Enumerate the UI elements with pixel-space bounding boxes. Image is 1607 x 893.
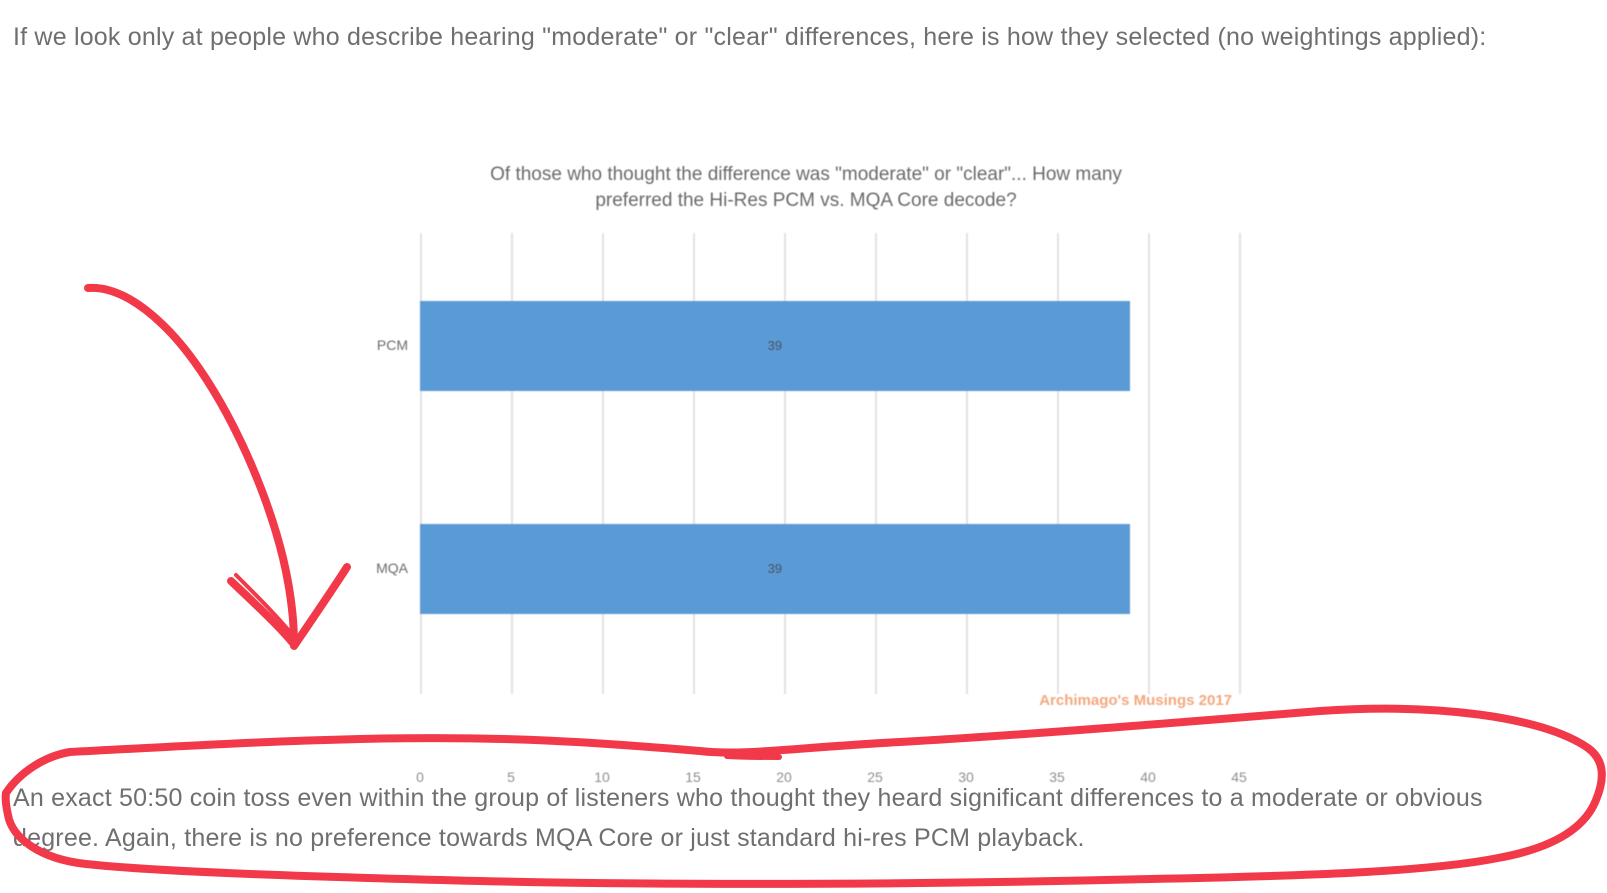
- hand-drawn-arrow-shaft: [84, 283, 298, 648]
- survey-bar-chart: Of those who thought the difference was …: [376, 158, 1270, 785]
- gridline-x-5: [511, 233, 513, 694]
- hand-drawn-dash: [724, 753, 782, 760]
- gridline-x-0: [420, 233, 422, 694]
- gridline-x-25: [875, 233, 877, 694]
- gridline-x-10: [602, 233, 604, 694]
- gridline-x-20: [784, 233, 786, 694]
- conclusion-paragraph: An exact 50:50 coin toss even within the…: [13, 784, 1483, 852]
- category-label-mqa: MQA: [376, 560, 408, 576]
- chart-title: Of those who thought the difference was …: [490, 164, 1122, 211]
- chart-watermark: Archimago's Musings 2017: [1039, 692, 1232, 709]
- bar-mqa: 39: [420, 524, 1130, 614]
- category-label-pcm: PCM: [376, 337, 408, 353]
- hand-drawn-arrowhead-left-wing-overdraw: [234, 573, 297, 640]
- intro-paragraph: If we look only at people who describe h…: [13, 23, 1487, 51]
- bar-value-mqa: 39: [767, 561, 783, 576]
- gridline-x-45: [1239, 233, 1241, 694]
- gridline-x-35: [1057, 233, 1059, 694]
- bar-pcm: 39: [420, 301, 1130, 391]
- bar-value-pcm: 39: [767, 338, 783, 353]
- plot-area: 0 5 10 15 20 25 30 35 40 45 PCM 39 MQA 39: [376, 233, 1258, 785]
- gridline-x-30: [966, 233, 968, 694]
- gridline-x-40: [1148, 233, 1150, 694]
- hand-drawn-arrowhead-left-wing: [227, 577, 297, 647]
- hand-drawn-arrowhead-right-wing: [290, 563, 351, 650]
- gridline-x-15: [693, 233, 695, 694]
